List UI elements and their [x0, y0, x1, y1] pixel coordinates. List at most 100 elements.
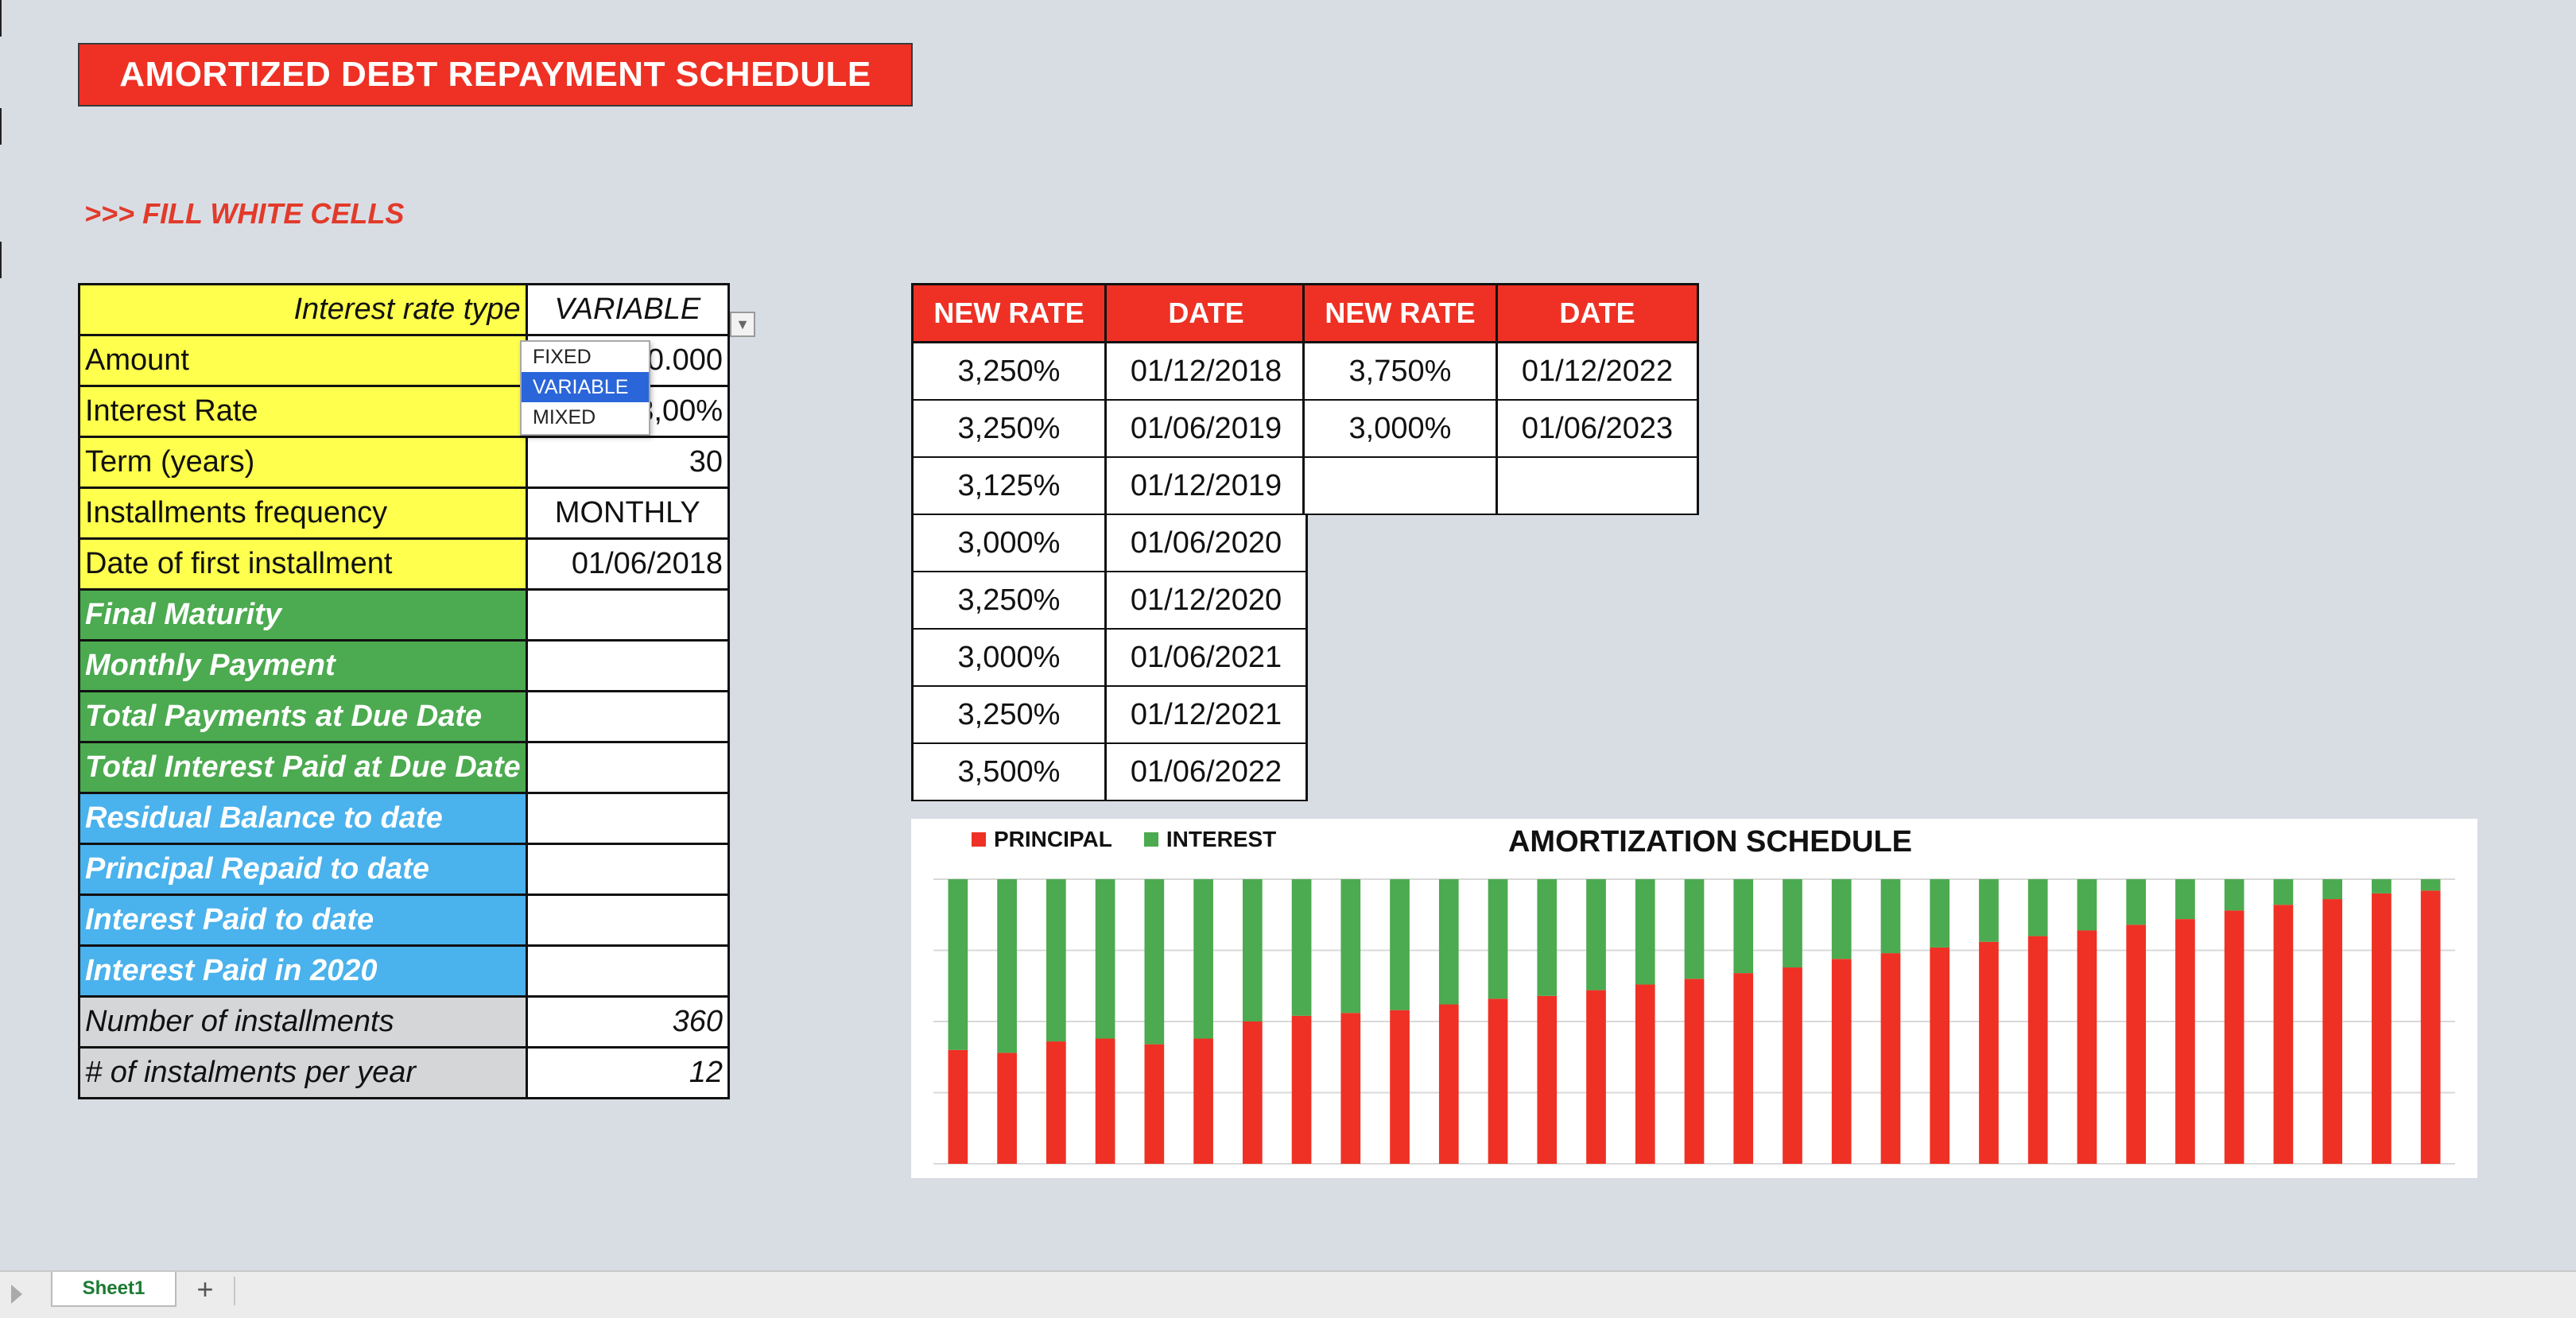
date-cell[interactable]: 01/06/2023	[1496, 400, 1699, 458]
bar-interest[interactable]	[1291, 879, 1312, 1016]
bar-principal[interactable]	[1930, 947, 1950, 1164]
installments-frequency-cell[interactable]: MONTHLY	[525, 486, 731, 540]
bar-principal[interactable]	[2322, 899, 2342, 1164]
bar-principal[interactable]	[1488, 998, 1508, 1164]
bar-principal[interactable]	[1979, 941, 1999, 1164]
dropdown-toggle-button[interactable]: ▼	[730, 312, 755, 337]
bar-interest[interactable]	[997, 879, 1017, 1053]
bar-interest[interactable]	[1733, 879, 1754, 974]
bar-interest[interactable]	[2126, 879, 2147, 925]
bar-principal[interactable]	[2372, 893, 2392, 1164]
rate-cell[interactable]: 3,250%	[911, 572, 1107, 630]
bar-interest[interactable]	[948, 879, 968, 1050]
dropdown-option-fixed[interactable]: FIXED	[533, 346, 592, 368]
bar-principal[interactable]	[948, 1049, 968, 1164]
bar-interest[interactable]	[1880, 879, 1901, 954]
date-cell[interactable]: 01/06/2021	[1104, 629, 1308, 687]
bar-interest[interactable]	[1684, 879, 1705, 979]
bar-interest[interactable]	[1193, 879, 1213, 1039]
rate-cell[interactable]: 3,500%	[911, 743, 1107, 801]
bar-principal[interactable]	[2027, 936, 2048, 1164]
interest-rate-type-cell[interactable]: VARIABLE	[525, 283, 731, 336]
bar-principal[interactable]	[1880, 953, 1901, 1164]
bar-principal[interactable]	[1340, 1013, 1361, 1164]
bar-principal[interactable]	[2273, 905, 2294, 1164]
scroll-tabs-icon[interactable]	[11, 1285, 22, 1304]
rate-type-dropdown-list[interactable]: FIXED VARIABLE MIXED	[520, 340, 650, 436]
bar-principal[interactable]	[1635, 984, 1655, 1164]
date-cell[interactable]: 01/12/2020	[1104, 572, 1308, 630]
bar-principal[interactable]	[2224, 910, 2244, 1164]
date-cell[interactable]: 01/12/2022	[1496, 342, 1699, 401]
term-years-cell[interactable]: 30	[525, 436, 731, 489]
bar-interest[interactable]	[1046, 879, 1066, 1042]
bar-interest[interactable]	[1095, 879, 1115, 1039]
rate-cell[interactable]: 3,250%	[911, 686, 1107, 744]
rate-cell[interactable]: 3,125%	[911, 457, 1107, 515]
rate-cell[interactable]: 3,750%	[1302, 342, 1498, 401]
bar-interest[interactable]	[2420, 879, 2441, 891]
rate-cell[interactable]: 3,000%	[1302, 400, 1498, 458]
add-sheet-button[interactable]: +	[196, 1273, 214, 1305]
bar-principal[interactable]	[1242, 1021, 1263, 1164]
bar-principal[interactable]	[2420, 890, 2441, 1164]
bar-interest[interactable]	[1390, 879, 1410, 1010]
bar-principal[interactable]	[997, 1052, 1017, 1164]
date-cell[interactable]: 01/12/2019	[1104, 457, 1308, 515]
rate-cell[interactable]: 3,000%	[911, 514, 1107, 572]
bar-interest[interactable]	[1783, 879, 1802, 967]
bar-interest[interactable]	[1144, 879, 1165, 1045]
bar-principal[interactable]	[1390, 1010, 1410, 1164]
bar-principal[interactable]	[1684, 979, 1705, 1164]
bar-interest[interactable]	[1537, 879, 1558, 996]
column-header: DATE	[1496, 283, 1699, 343]
date-cell[interactable]: 01/06/2020	[1104, 514, 1308, 572]
first-installment-date-cell[interactable]: 01/06/2018	[525, 537, 731, 591]
legend-item-principal: PRINCIPAL	[972, 827, 1112, 852]
bar-principal[interactable]	[1831, 959, 1852, 1164]
bar-principal[interactable]	[1783, 967, 1802, 1164]
rate-cell[interactable]: 3,250%	[911, 342, 1107, 401]
bar-interest[interactable]	[1635, 879, 1655, 985]
bar-interest[interactable]	[2027, 879, 2048, 936]
bar-interest[interactable]	[2273, 879, 2294, 905]
bar-principal[interactable]	[1144, 1044, 1165, 1164]
bar-principal[interactable]	[1537, 995, 1558, 1164]
bar-interest[interactable]	[1340, 879, 1361, 1014]
date-cell[interactable]	[1496, 457, 1699, 515]
dropdown-option-variable[interactable]: VARIABLE	[522, 372, 649, 402]
bar-interest[interactable]	[2322, 879, 2342, 900]
amortization-chart[interactable]: PRINCIPAL INTEREST AMORTIZATION SCHEDULE	[911, 819, 2477, 1178]
bar-interest[interactable]	[1242, 879, 1263, 1021]
bar-principal[interactable]	[1095, 1038, 1115, 1164]
bar-principal[interactable]	[1193, 1038, 1213, 1164]
rate-cell[interactable]	[1302, 457, 1498, 515]
bar-principal[interactable]	[1733, 973, 1754, 1164]
dropdown-option-mixed[interactable]: MIXED	[533, 406, 596, 428]
date-cell[interactable]: 01/06/2022	[1104, 743, 1308, 801]
date-cell[interactable]: 01/06/2019	[1104, 400, 1308, 458]
bar-principal[interactable]	[1046, 1041, 1066, 1164]
bar-interest[interactable]	[2372, 879, 2392, 894]
date-cell[interactable]: 01/12/2021	[1104, 686, 1308, 744]
bar-principal[interactable]	[2175, 919, 2195, 1164]
rate-cell[interactable]: 3,000%	[911, 629, 1107, 687]
bar-principal[interactable]	[1438, 1004, 1459, 1164]
bar-principal[interactable]	[2126, 925, 2147, 1164]
bar-interest[interactable]	[1586, 879, 1606, 990]
bar-interest[interactable]	[2175, 879, 2195, 920]
bar-interest[interactable]	[2077, 879, 2097, 931]
tab-sheet1[interactable]: Sheet1	[51, 1272, 177, 1307]
bar-principal[interactable]	[1291, 1015, 1312, 1164]
bar-interest[interactable]	[2224, 879, 2244, 911]
rate-cell[interactable]: 3,250%	[911, 400, 1107, 458]
date-cell[interactable]: 01/12/2018	[1104, 342, 1308, 401]
bar-interest[interactable]	[1488, 879, 1508, 999]
chart-title: AMORTIZATION SCHEDULE	[1507, 825, 1913, 859]
bar-interest[interactable]	[1930, 879, 1950, 948]
bar-principal[interactable]	[2077, 930, 2097, 1164]
bar-principal[interactable]	[1586, 990, 1606, 1164]
bar-interest[interactable]	[1438, 879, 1459, 1005]
bar-interest[interactable]	[1831, 879, 1852, 959]
bar-interest[interactable]	[1979, 879, 1999, 942]
